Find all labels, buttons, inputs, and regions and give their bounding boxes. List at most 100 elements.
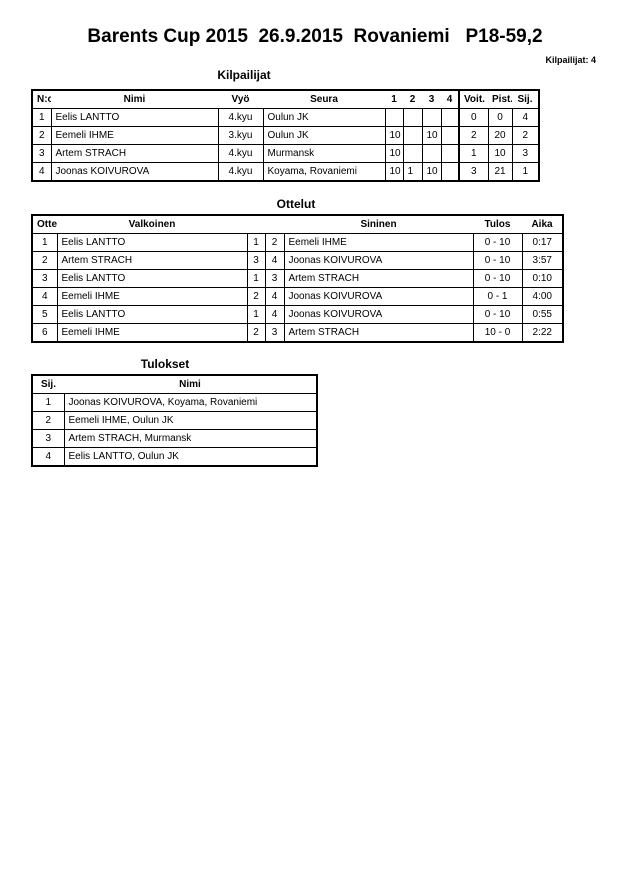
table-cell: 0 bbox=[458, 108, 489, 127]
table-cell: 4.kyu bbox=[217, 108, 264, 127]
column-header bbox=[265, 214, 284, 234]
competitor-count: Kilpailijat: 4 bbox=[545, 55, 596, 65]
table-cell: 1 bbox=[246, 305, 266, 324]
column-header: Aika bbox=[522, 214, 563, 234]
table-cell bbox=[402, 144, 423, 163]
table-cell: 1 bbox=[246, 269, 266, 288]
competitors-table: N:oNimiVyöSeura1234Voit.Pist.Sij.1Eelis … bbox=[31, 89, 540, 182]
results-table: Sij. Nimi 1 Joonas KOIVUROVA, Koyama, Rovan… bbox=[31, 374, 318, 467]
table-cell: 4.kyu bbox=[217, 162, 264, 182]
table-cell: 21 bbox=[487, 162, 513, 182]
table-cell: Joonas KOIVUROVA bbox=[283, 305, 474, 324]
table-cell bbox=[440, 126, 460, 145]
table-cell: 4 bbox=[31, 162, 52, 182]
table-cell bbox=[384, 108, 404, 127]
table-cell: Eelis LANTTO bbox=[56, 305, 248, 324]
table-cell: 3 bbox=[31, 144, 52, 163]
table-row: 3 Artem STRACH, Murmansk bbox=[31, 429, 318, 448]
table-cell: 2 bbox=[458, 126, 489, 145]
table-cell: 2:22 bbox=[521, 323, 564, 343]
table-cell: 10 bbox=[384, 144, 404, 163]
table-cell: Joonas KOIVUROVA, Koyama, Rovaniemi bbox=[63, 393, 318, 412]
table-cell: 0 - 10 bbox=[472, 305, 523, 324]
table-cell: 0:55 bbox=[521, 305, 564, 324]
table-cell: Joonas KOIVUROVA bbox=[283, 251, 474, 270]
table-cell: 1 bbox=[511, 162, 540, 182]
table-row: 1 Eelis LANTTO 1 2 Eemeli IHME 0 - 10 0:17 bbox=[31, 233, 564, 252]
table-cell: 20 bbox=[487, 126, 513, 145]
table-cell: 1 bbox=[31, 233, 58, 252]
table-cell: 3 bbox=[264, 269, 285, 288]
matches-heading: Ottelut bbox=[276, 197, 316, 211]
page-title: Barents Cup 2015 26.9.2015 Rovaniemi P18… bbox=[87, 26, 543, 47]
table-cell: 6 bbox=[31, 323, 58, 343]
column-header: 4 bbox=[441, 89, 459, 109]
table-cell: 1 bbox=[31, 393, 65, 412]
table-header-row: Sij. Nimi bbox=[32, 374, 317, 394]
table-cell: 10 bbox=[421, 126, 442, 145]
table-row: 3 Eelis LANTTO 1 3 Artem STRACH 0 - 10 0:10 bbox=[31, 269, 564, 288]
column-header: 3 bbox=[422, 89, 441, 109]
table-cell: 1 bbox=[458, 144, 489, 163]
table-row: 4 Eelis LANTTO, Oulun JK bbox=[31, 447, 318, 467]
table-cell: 3 bbox=[31, 429, 65, 448]
matches-table: OtteluValkoinenSininenTulosAika1Eelis LA… bbox=[31, 214, 564, 343]
table-cell: 4.kyu bbox=[217, 144, 264, 163]
table-row: 2 Artem STRACH 3 4 Joonas KOIVUROVA 0 - 10 3:5… bbox=[31, 251, 564, 270]
table-cell: 10 bbox=[421, 162, 442, 182]
table-cell: Eemeli IHME bbox=[283, 233, 474, 252]
table-cell: Artem STRACH bbox=[283, 323, 474, 343]
table-row: 2 Eemeli IHME, Oulun JK bbox=[31, 411, 318, 430]
table-cell: Eemeli IHME bbox=[50, 126, 219, 145]
table-cell: 4 bbox=[264, 287, 285, 306]
competitors-heading: Kilpailijat bbox=[217, 68, 271, 82]
column-header: Nimi bbox=[64, 374, 317, 394]
table-cell: Eelis LANTTO bbox=[50, 108, 219, 127]
table-cell: 0 - 10 bbox=[472, 269, 523, 288]
table-row: 1 Joonas KOIVUROVA, Koyama, Rovaniemi bbox=[31, 393, 318, 412]
table-cell: 4 bbox=[264, 251, 285, 270]
column-header: Vyö bbox=[218, 89, 263, 109]
table-cell: 1 bbox=[31, 108, 52, 127]
table-cell: 5 bbox=[31, 305, 58, 324]
table-cell: 3 bbox=[264, 323, 285, 343]
table-cell: 0 - 10 bbox=[472, 251, 523, 270]
table-row: 6 Eemeli IHME 2 3 Artem STRACH 10 - 0 2:22 bbox=[31, 323, 564, 343]
table-cell: 1 bbox=[246, 233, 266, 252]
table-cell: 3 bbox=[31, 269, 58, 288]
table-cell: Eemeli IHME bbox=[56, 287, 248, 306]
table-cell: 0 - 10 bbox=[472, 233, 523, 252]
table-cell: 0 bbox=[487, 108, 513, 127]
table-cell: 2 bbox=[246, 287, 266, 306]
table-header-row: N:oNimiVyöSeura1234Voit.Pist.Sij. bbox=[32, 89, 539, 109]
column-header: Seura bbox=[263, 89, 385, 109]
table-cell: 4 bbox=[31, 447, 65, 467]
table-cell: Eelis LANTTO, Oulun JK bbox=[63, 447, 318, 467]
table-cell: Artem STRACH bbox=[50, 144, 219, 163]
column-header: Tulos bbox=[473, 214, 522, 234]
table-cell: Eelis LANTTO bbox=[56, 233, 248, 252]
column-header bbox=[247, 214, 265, 234]
table-cell: Eelis LANTTO bbox=[56, 269, 248, 288]
table-cell: 1 bbox=[402, 162, 423, 182]
table-cell bbox=[421, 144, 442, 163]
results-heading: Tulokset bbox=[140, 357, 190, 371]
table-cell: 3 bbox=[246, 251, 266, 270]
table-cell: 3 bbox=[511, 144, 540, 163]
table-cell: Eemeli IHME bbox=[56, 323, 248, 343]
column-header: N:o bbox=[32, 89, 51, 109]
table-cell: Artem STRACH bbox=[56, 251, 248, 270]
table-cell: 3.kyu bbox=[217, 126, 264, 145]
table-cell: Joonas KOIVUROVA bbox=[50, 162, 219, 182]
table-row: 3 Artem STRACH 4.kyu Murmansk 10 1 10 3 bbox=[31, 144, 540, 163]
table-cell: Eemeli IHME, Oulun JK bbox=[63, 411, 318, 430]
table-cell: 4 bbox=[511, 108, 540, 127]
table-cell: 3:57 bbox=[521, 251, 564, 270]
table-cell: 2 bbox=[31, 126, 52, 145]
table-row: 2 Eemeli IHME 3.kyu Oulun JK 10 10 2 20 2 bbox=[31, 126, 540, 145]
table-cell bbox=[421, 108, 442, 127]
table-cell bbox=[402, 126, 423, 145]
column-header: Pist. bbox=[488, 89, 512, 109]
table-row: 5 Eelis LANTTO 1 4 Joonas KOIVUROVA 0 - 10 0:5… bbox=[31, 305, 564, 324]
